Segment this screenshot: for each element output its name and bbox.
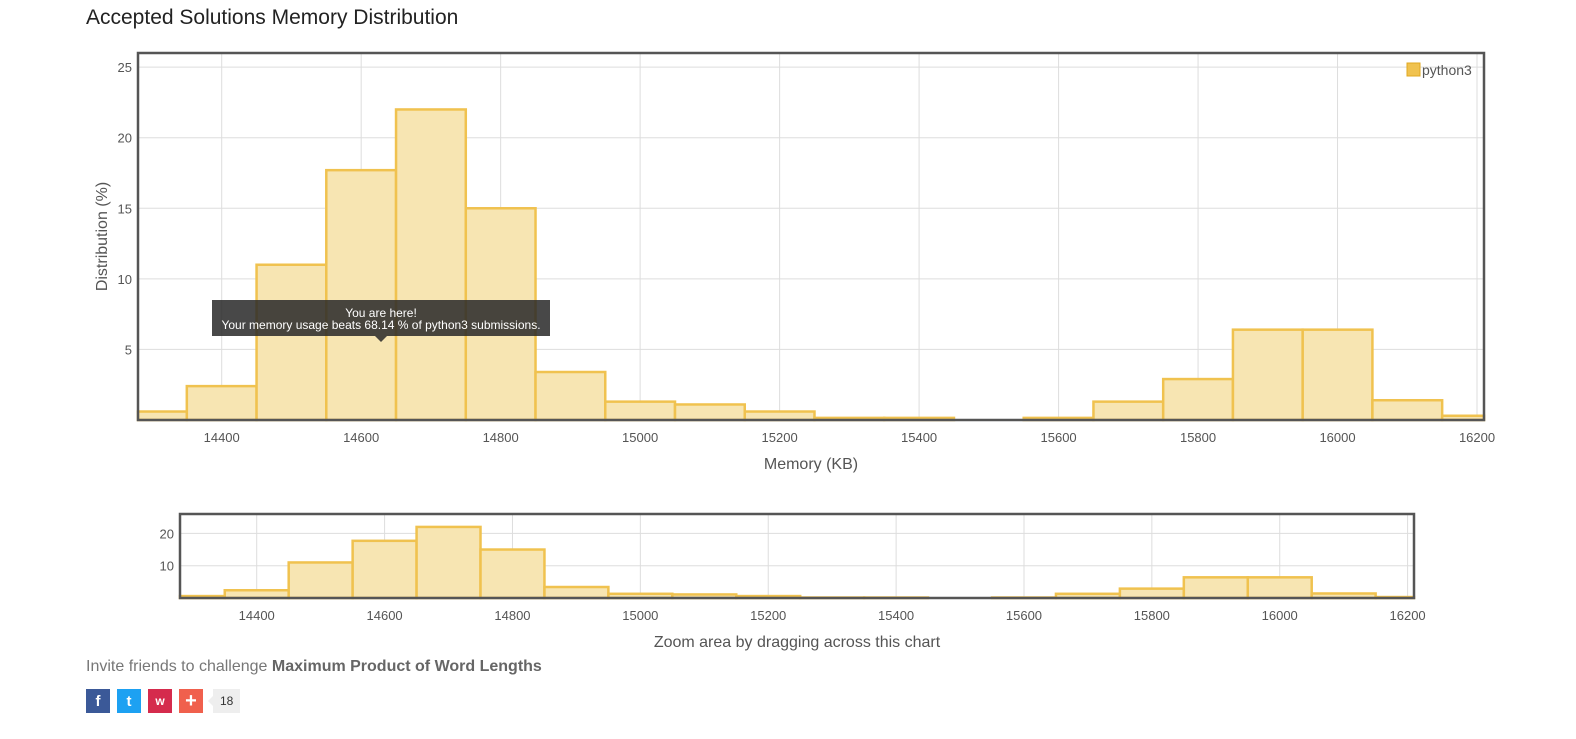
more-share-button[interactable]: +: [179, 689, 203, 713]
nav-histogram-bar: [1310, 592, 1377, 600]
nav-histogram-bar: [1246, 576, 1313, 600]
nav-x-tick-label: 15400: [878, 608, 914, 623]
invite-problem-name: Maximum Product of Word Lengths: [271, 658, 542, 675]
nav-histogram-bar: [607, 592, 674, 600]
x-tick-label: 15000: [622, 430, 658, 445]
facebook-share-button[interactable]: f: [86, 689, 110, 713]
x-tick-label: 14400: [204, 430, 240, 445]
nav-histogram-bar: [178, 594, 227, 600]
histogram-bar: [185, 384, 258, 422]
histogram-bar: [534, 370, 607, 422]
nav-y-tick-label: 10: [160, 559, 174, 574]
histogram-bar: [673, 403, 746, 422]
tooltip-text: Your memory usage beats 68.14 % of pytho…: [221, 318, 541, 332]
nav-histogram-bar: [1374, 595, 1416, 600]
nav-histogram-bar: [479, 548, 546, 600]
nav-x-tick-label: 14400: [239, 608, 275, 623]
histogram-bar: [743, 410, 816, 422]
histogram-bar: [1231, 328, 1304, 422]
y-tick-label: 20: [118, 131, 132, 146]
x-tick-label: 15600: [1041, 430, 1077, 445]
nav-x-tick-label: 15800: [1134, 608, 1170, 623]
x-tick-label: 16000: [1319, 430, 1355, 445]
page-title: Accepted Solutions Memory Distribution: [86, 6, 459, 29]
nav-histogram-bar: [223, 588, 290, 600]
twitter-icon: t: [126, 692, 132, 710]
nav-x-tick-label: 15000: [622, 608, 658, 623]
invite-text: Invite friends to challenge Maximum Prod…: [86, 658, 542, 676]
y-tick-label: 15: [118, 201, 132, 216]
histogram-bar: [1092, 400, 1165, 422]
histogram-bar: [394, 108, 468, 422]
x-tick-label: 15800: [1180, 430, 1216, 445]
histogram-bar: [136, 410, 189, 422]
tooltip-title: You are here!: [345, 306, 417, 320]
x-tick-label: 15200: [762, 430, 798, 445]
weibo-icon: w: [155, 694, 165, 708]
nav-x-tick-label: 15200: [750, 608, 786, 623]
y-tick-label: 25: [118, 60, 132, 75]
y-tick-label: 5: [125, 342, 132, 357]
histogram-bar: [1371, 398, 1444, 422]
histogram-bar: [1161, 377, 1235, 422]
weibo-share-button[interactable]: w: [148, 689, 172, 713]
share-count: 18: [207, 689, 241, 713]
nav-y-tick-label: 20: [160, 526, 174, 541]
share-buttons: f t w + 18: [86, 689, 241, 713]
main-chart[interactable]: 5 10 15 20 25 14400 14600 14800 15000 15200 15400 1…: [0, 0, 1576, 480]
histogram-bar: [604, 400, 677, 422]
y-tick-label: 10: [118, 272, 132, 287]
nav-histogram-bar: [351, 539, 418, 600]
histogram-bar: [1301, 328, 1374, 422]
facebook-icon: f: [95, 692, 101, 710]
nav-plot-frame: [178, 512, 1416, 600]
nav-x-tick-label: 14600: [367, 608, 403, 623]
nav-histogram-bar: [1118, 587, 1186, 600]
nav-histogram-bar: [1182, 576, 1250, 600]
plus-icon: +: [185, 689, 197, 712]
nav-histogram-bar: [671, 593, 738, 600]
plot-frame: [136, 51, 1486, 422]
y-axis-title: Distribution (%): [94, 182, 111, 291]
histogram-bar: [255, 263, 328, 422]
zoom-hint-label: Zoom area by dragging across this chart: [654, 634, 941, 651]
nav-histogram-bar: [415, 525, 482, 600]
x-tick-label: 16200: [1459, 430, 1495, 445]
x-tick-label: 15400: [901, 430, 937, 445]
x-axis-title: Memory (KB): [764, 456, 858, 473]
invite-prefix: Invite friends to challenge: [86, 658, 272, 675]
nav-histogram-bar: [543, 585, 610, 600]
you-are-here-tooltip: You are here! Your memory usage beats 68…: [212, 300, 550, 342]
x-tick-label: 14800: [483, 430, 519, 445]
legend-label: python3: [1422, 62, 1472, 78]
nav-x-tick-label: 15600: [1006, 608, 1042, 623]
x-tick-label: 14600: [343, 430, 379, 445]
twitter-share-button[interactable]: t: [117, 689, 141, 713]
nav-histogram-bar: [735, 594, 802, 600]
nav-histogram-bar: [287, 561, 354, 600]
nav-x-tick-label: 16000: [1262, 608, 1298, 623]
histogram-bar: [325, 168, 398, 422]
nav-histogram-bar: [1054, 592, 1122, 600]
legend-swatch: [1406, 62, 1421, 77]
nav-x-tick-label: 16200: [1390, 608, 1426, 623]
nav-x-tick-label: 14800: [494, 608, 530, 623]
